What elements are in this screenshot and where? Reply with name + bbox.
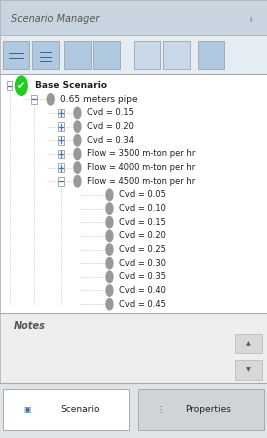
Circle shape	[74, 176, 81, 187]
FancyBboxPatch shape	[0, 313, 267, 383]
Circle shape	[106, 189, 113, 201]
Circle shape	[74, 134, 81, 146]
FancyBboxPatch shape	[7, 81, 12, 90]
Text: Cvd = 0.30: Cvd = 0.30	[119, 259, 166, 268]
Text: Cvd = 0.45: Cvd = 0.45	[119, 300, 166, 309]
FancyBboxPatch shape	[58, 122, 64, 131]
Text: 0.65 meters pipe: 0.65 meters pipe	[60, 95, 138, 104]
Circle shape	[74, 148, 81, 159]
Circle shape	[74, 121, 81, 132]
Text: Flow = 4500 m-ton per hr: Flow = 4500 m-ton per hr	[87, 177, 195, 186]
FancyBboxPatch shape	[138, 389, 264, 430]
Text: Cvd = 0.20: Cvd = 0.20	[119, 231, 166, 240]
Text: Scenario: Scenario	[60, 405, 100, 414]
Circle shape	[106, 203, 113, 214]
FancyBboxPatch shape	[3, 389, 129, 430]
Text: Cvd = 0.05: Cvd = 0.05	[119, 191, 166, 199]
Text: Base Scenario: Base Scenario	[35, 81, 107, 90]
Circle shape	[74, 107, 81, 119]
Circle shape	[47, 94, 54, 105]
Text: ✔: ✔	[17, 81, 25, 91]
FancyBboxPatch shape	[58, 136, 64, 145]
Text: Cvd = 0.40: Cvd = 0.40	[119, 286, 166, 295]
Text: Cvd = 0.25: Cvd = 0.25	[119, 245, 166, 254]
FancyBboxPatch shape	[64, 41, 91, 69]
FancyBboxPatch shape	[31, 95, 37, 104]
Text: Flow = 3500 m-ton per hr: Flow = 3500 m-ton per hr	[87, 149, 195, 159]
Text: Cvd = 0.10: Cvd = 0.10	[119, 204, 166, 213]
Circle shape	[106, 298, 113, 310]
FancyBboxPatch shape	[163, 41, 190, 69]
Circle shape	[106, 258, 113, 269]
Text: ⋮: ⋮	[156, 405, 164, 414]
FancyBboxPatch shape	[0, 0, 267, 35]
Circle shape	[74, 162, 81, 173]
FancyBboxPatch shape	[0, 74, 267, 313]
Text: Cvd = 0.35: Cvd = 0.35	[119, 272, 166, 281]
FancyBboxPatch shape	[198, 41, 224, 69]
FancyBboxPatch shape	[93, 41, 120, 69]
Text: Notes: Notes	[13, 321, 45, 331]
Text: Cvd = 0.15: Cvd = 0.15	[119, 218, 166, 227]
FancyBboxPatch shape	[235, 334, 262, 353]
FancyBboxPatch shape	[0, 35, 267, 74]
FancyBboxPatch shape	[3, 41, 29, 69]
Text: Cvd = 0.34: Cvd = 0.34	[87, 136, 134, 145]
Text: Scenario Manager: Scenario Manager	[11, 14, 99, 24]
Circle shape	[106, 230, 113, 242]
Circle shape	[15, 76, 27, 95]
Text: Cvd = 0.20: Cvd = 0.20	[87, 122, 134, 131]
FancyBboxPatch shape	[0, 383, 267, 438]
FancyBboxPatch shape	[134, 41, 160, 69]
Circle shape	[106, 244, 113, 255]
Text: ▲: ▲	[246, 341, 251, 346]
Text: ✔: ✔	[247, 14, 255, 23]
Text: Properties: Properties	[185, 405, 231, 414]
FancyBboxPatch shape	[32, 41, 59, 69]
Circle shape	[106, 271, 113, 283]
Circle shape	[106, 285, 113, 296]
FancyBboxPatch shape	[235, 360, 262, 380]
Text: ▼: ▼	[246, 367, 251, 373]
FancyBboxPatch shape	[58, 177, 64, 186]
Circle shape	[106, 216, 113, 228]
FancyBboxPatch shape	[58, 149, 64, 158]
FancyBboxPatch shape	[58, 109, 64, 117]
Text: Flow = 4000 m-ton per hr: Flow = 4000 m-ton per hr	[87, 163, 195, 172]
Text: Cvd = 0.15: Cvd = 0.15	[87, 109, 134, 117]
FancyBboxPatch shape	[58, 163, 64, 172]
Text: ▣: ▣	[23, 405, 30, 414]
